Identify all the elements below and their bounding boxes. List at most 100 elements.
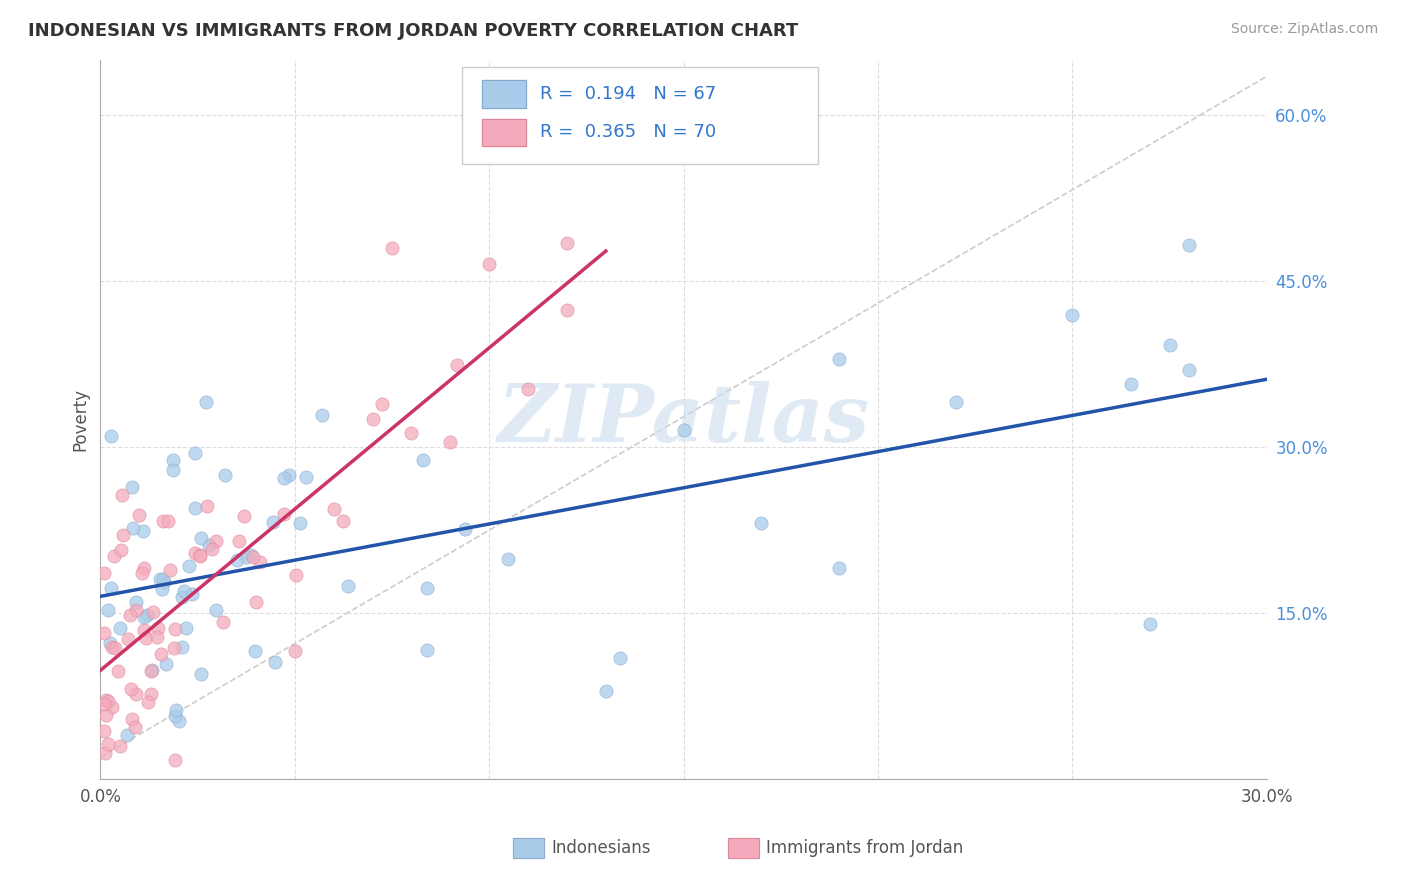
Point [295, 470, 318, 484]
Point [124, 720, 146, 734]
Point [284, 567, 307, 582]
Y-axis label: Poverty: Poverty [72, 388, 89, 451]
Point [751, 516, 773, 531]
Point [97, 603, 120, 617]
Point [243, 644, 266, 658]
Point [232, 508, 254, 523]
Point [1159, 338, 1181, 352]
Point [174, 621, 197, 635]
Point [828, 560, 851, 574]
Point [139, 664, 162, 678]
Point [1139, 617, 1161, 632]
Point [416, 582, 439, 596]
Text: INDONESIAN VS IMMIGRANTS FROM JORDAN POVERTY CORRELATION CHART: INDONESIAN VS IMMIGRANTS FROM JORDAN POV… [28, 22, 799, 40]
Point [172, 640, 194, 655]
Point [194, 395, 217, 409]
Point [149, 572, 172, 586]
Point [120, 681, 142, 696]
Point [228, 533, 250, 548]
Point [311, 408, 333, 422]
Point [205, 534, 228, 549]
Point [155, 657, 177, 672]
Point [190, 531, 212, 545]
Point [93, 698, 115, 712]
Point [110, 542, 132, 557]
Point [132, 623, 155, 637]
Point [183, 500, 205, 515]
Point [371, 396, 394, 410]
Point [446, 358, 468, 372]
Point [498, 552, 520, 566]
Point [165, 753, 187, 767]
Text: Source: ZipAtlas.com: Source: ZipAtlas.com [1230, 22, 1378, 37]
Point [555, 302, 578, 317]
Point [104, 641, 127, 656]
Point [214, 467, 236, 482]
Point [197, 537, 219, 551]
Point [132, 524, 155, 538]
Point [152, 572, 174, 586]
Point [195, 499, 218, 513]
Point [945, 395, 967, 409]
Bar [482, 80, 526, 108]
Text: R =  0.194   N = 67: R = 0.194 N = 67 [540, 85, 717, 103]
Point [205, 602, 228, 616]
Point [124, 603, 146, 617]
Point [361, 412, 384, 426]
Point [239, 548, 262, 562]
Point [453, 522, 475, 536]
Point [1178, 362, 1201, 376]
Point [117, 632, 139, 646]
Point [139, 687, 162, 701]
Point [94, 708, 117, 723]
Point [184, 446, 207, 460]
Point [181, 587, 204, 601]
Point [264, 655, 287, 669]
Point [555, 236, 578, 251]
Point [94, 746, 117, 760]
Point [322, 502, 344, 516]
Point [212, 615, 235, 629]
Point [121, 712, 143, 726]
Point [98, 635, 121, 649]
Point [122, 521, 145, 535]
Point [177, 558, 200, 573]
Point [412, 453, 434, 467]
Point [162, 452, 184, 467]
Point [517, 382, 540, 396]
Point [152, 514, 174, 528]
Point [117, 728, 139, 742]
Point [162, 463, 184, 477]
Point [337, 579, 360, 593]
Point [121, 479, 143, 493]
Point [135, 631, 157, 645]
Point [242, 550, 264, 565]
Point [188, 549, 211, 563]
Point [190, 548, 212, 562]
Point [245, 595, 267, 609]
Point [262, 516, 284, 530]
Point [94, 693, 117, 707]
Point [163, 640, 186, 655]
Point [97, 694, 120, 708]
Point [478, 257, 501, 271]
Point [134, 610, 156, 624]
Point [190, 666, 212, 681]
Point [93, 724, 115, 739]
Point [142, 605, 165, 619]
Point [278, 468, 301, 483]
Point [112, 528, 135, 542]
Point [150, 582, 173, 596]
Bar [482, 80, 526, 108]
Point [120, 607, 142, 622]
Text: Indonesians: Indonesians [551, 839, 651, 857]
FancyBboxPatch shape [463, 67, 818, 164]
Text: ZIPatlas: ZIPatlas [498, 381, 870, 458]
Bar [482, 119, 526, 146]
Point [165, 622, 187, 636]
Point [184, 546, 207, 560]
Point [101, 700, 124, 714]
Point [167, 714, 190, 728]
Point [100, 640, 122, 654]
Point [273, 508, 295, 522]
